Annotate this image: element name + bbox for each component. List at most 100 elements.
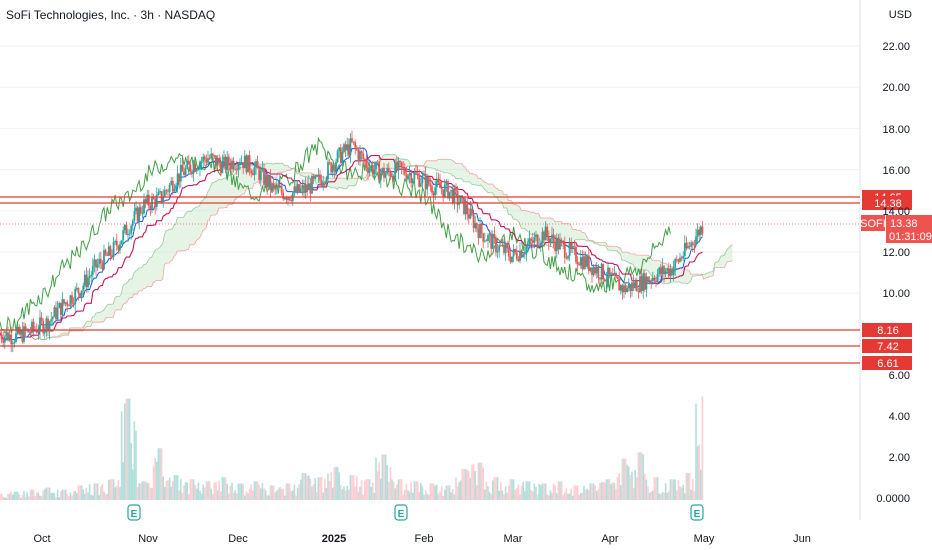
price-axis[interactable]: 22.0020.0018.0016.0014.0012.0010.006.004… (876, 41, 910, 505)
volume-bar (335, 466, 337, 500)
volume-bar (244, 495, 246, 500)
candle-body (312, 176, 315, 179)
candle-body (552, 234, 555, 242)
candle-body (215, 155, 217, 166)
candle-body (355, 147, 358, 150)
candle-body (663, 266, 665, 275)
currency-label[interactable]: USD (888, 9, 912, 21)
volume-bar (380, 478, 382, 500)
candle-body (168, 184, 171, 192)
candle-body (229, 165, 232, 170)
volume-bar (559, 481, 561, 500)
volume-bar (160, 448, 163, 500)
candle-body (125, 224, 128, 235)
candle-body (651, 277, 654, 282)
candle-body (392, 176, 395, 181)
volume-bar (68, 496, 70, 500)
candle-body (282, 192, 285, 199)
candle-body (368, 168, 371, 173)
volume-bar (628, 466, 630, 500)
volume-bar (621, 458, 624, 500)
volume-bar (431, 483, 433, 500)
volume-bar (535, 487, 537, 500)
volume-bar (212, 494, 214, 500)
candle-body (544, 226, 547, 241)
volume-bar (615, 488, 617, 500)
candle-body (354, 142, 357, 148)
time-axis[interactable]: Oct Nov Dec 2025 Feb Mar Apr May Jun (33, 533, 810, 545)
candle-body (253, 167, 256, 176)
candle-body (659, 267, 662, 274)
candle-body (58, 302, 61, 308)
candle-body (259, 170, 262, 181)
volume-bar (79, 485, 81, 500)
candle-body (485, 240, 488, 242)
candle-body (195, 169, 198, 172)
candle-body (653, 277, 656, 281)
candle-body (336, 150, 339, 162)
volume-bar (517, 484, 520, 500)
volume-bar (490, 494, 492, 500)
volume-bar (61, 489, 64, 500)
candle-body (400, 161, 403, 167)
volume-bar (266, 495, 268, 500)
volume-bar (506, 492, 508, 500)
volume-bar (151, 488, 153, 500)
candle-body (53, 307, 56, 318)
candle-body (501, 244, 504, 246)
volume-bar (116, 485, 118, 500)
chart-title: SoFi Technologies, Inc. · 3h · NASDAQ (6, 8, 216, 22)
candle-body (669, 268, 672, 277)
volume-bar (320, 477, 323, 500)
volume-bars (0, 396, 704, 500)
x-tick-label: Oct (33, 533, 50, 545)
candle-body (264, 175, 267, 185)
candle-body (48, 321, 51, 332)
candle-body (592, 267, 595, 275)
candle-body (112, 241, 115, 257)
candle-body (504, 244, 507, 254)
volume-bar (10, 491, 12, 500)
horizontal-levels[interactable]: 14.6514.388.167.426.61 (0, 190, 912, 370)
volume-bar (519, 494, 521, 500)
candle-body (656, 273, 659, 282)
volume-bar (175, 475, 177, 500)
volume-bar (624, 458, 627, 500)
volume-bar (373, 492, 376, 500)
candle-body (496, 251, 499, 253)
volume-bar (546, 494, 548, 500)
volume-bar (482, 467, 484, 500)
candle-body (327, 162, 329, 179)
volume-bar (276, 490, 278, 500)
candle-body (67, 305, 70, 307)
candle-body (221, 160, 224, 173)
volume-bar (648, 492, 651, 500)
volume-bar (680, 487, 683, 500)
volume-bar (666, 492, 668, 500)
earnings-marker[interactable]: E (394, 504, 408, 521)
candle-body (445, 181, 448, 185)
earnings-marker[interactable]: E (690, 504, 704, 521)
candle-body (357, 149, 360, 160)
candle-body (240, 162, 243, 165)
candle-body (464, 204, 467, 215)
candle-body (685, 242, 688, 249)
candle-body (227, 156, 230, 166)
volume-bar (280, 488, 283, 500)
volume-bar (636, 477, 638, 500)
volume-bar (652, 490, 654, 500)
volume-bar (284, 495, 286, 500)
earnings-marker[interactable]: E (127, 504, 141, 521)
candle-body (520, 250, 523, 258)
volume-bar (588, 489, 590, 500)
volume-bar (327, 473, 329, 500)
candle-body (87, 277, 89, 288)
candle-body (512, 249, 515, 257)
volume-bar (664, 483, 667, 500)
candle-body (557, 237, 560, 250)
candle-body (399, 160, 401, 162)
